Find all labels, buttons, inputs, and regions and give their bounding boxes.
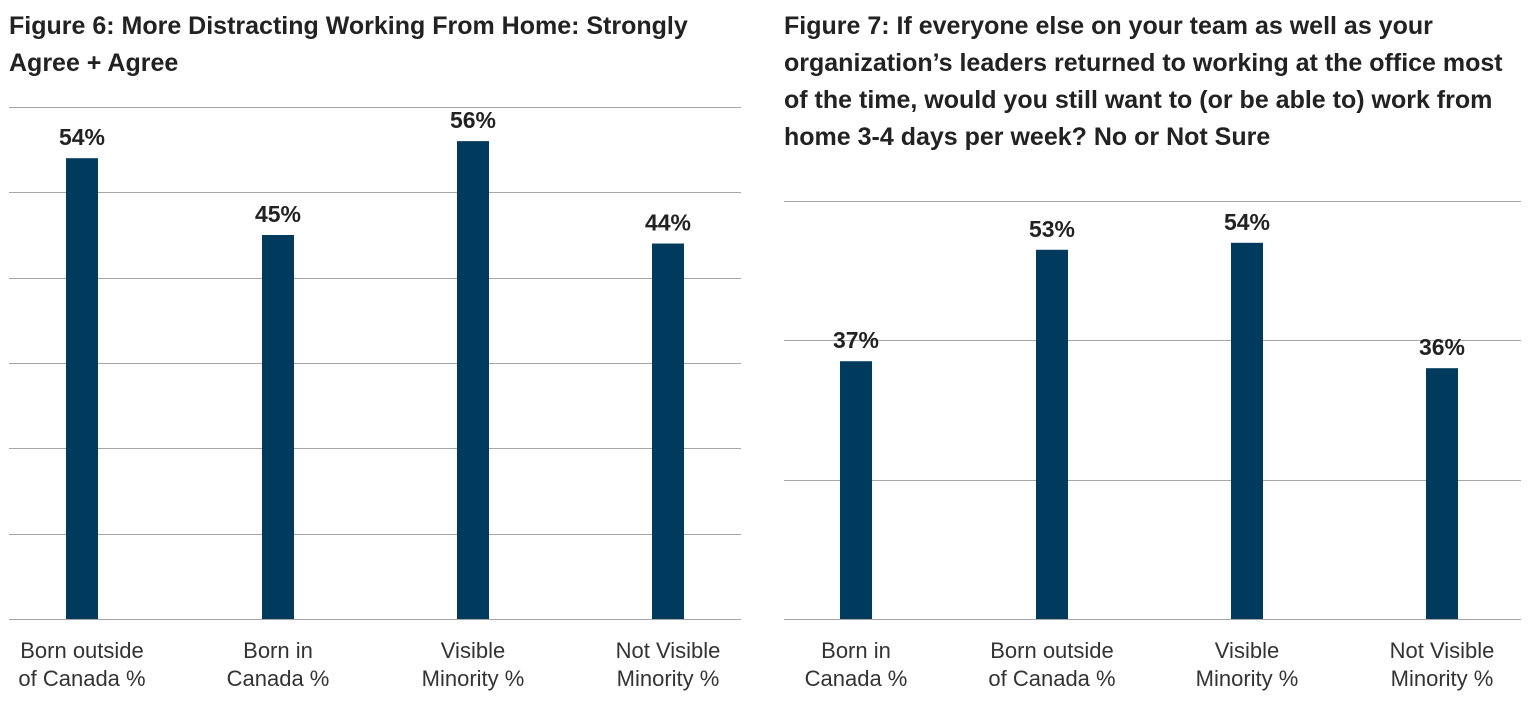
data-label: 37% [833,327,879,353]
bar [262,235,294,619]
bar [652,243,684,620]
figure-6-chart: 54% 45% 56% 44% [9,107,741,620]
bar [457,141,489,619]
bar [1426,368,1458,619]
category-label: Born in Canada % [226,638,330,691]
figure-7-panel: Figure 7: If everyone else on your team … [775,0,1528,707]
data-label: 54% [59,124,105,150]
data-label: 54% [1224,209,1270,235]
category-label: Born outside of Canada % [988,638,1116,691]
figure-7-chart: 37% 53% 54% 36% [784,201,1521,620]
data-label: 45% [255,201,301,227]
data-label: 36% [1419,334,1465,360]
figure-6-panel: Figure 6: More Distracting Working From … [0,0,760,707]
category-label: Not Visible Minority % [1389,638,1495,691]
category-label: Not Visible Minority % [615,638,721,691]
category-label: Born in Canada % [804,638,908,691]
bar [840,361,872,619]
chart-title: Figure 7: If everyone else on your team … [784,12,1503,151]
data-label: 44% [645,210,691,236]
data-label: 53% [1029,216,1075,242]
data-label: 56% [450,107,496,133]
category-label: Visible Minority % [1195,638,1299,691]
bar [66,158,98,619]
bar [1036,249,1068,619]
bar [1231,242,1263,620]
chart-title: Figure 6: More Distracting Working From … [9,12,688,77]
category-label: Born outside of Canada % [18,638,146,691]
category-label: Visible Minority % [421,638,525,691]
